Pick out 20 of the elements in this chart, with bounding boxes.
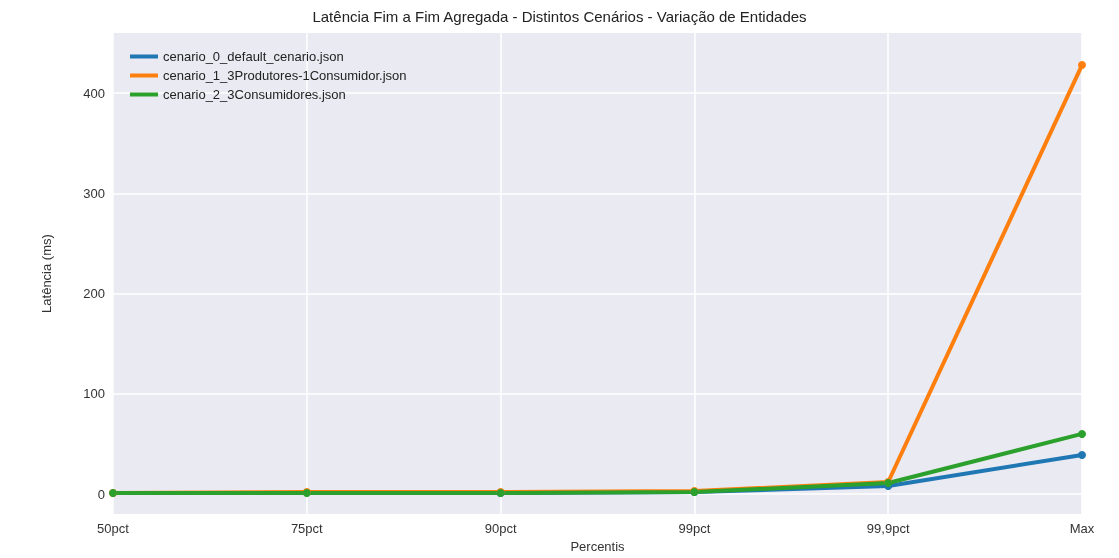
x-tick-label: 90pct: [484, 521, 517, 537]
point: [1078, 429, 1086, 438]
x-tick-label: 75pct: [290, 521, 324, 537]
x-tick-label: 99pct: [678, 521, 711, 537]
x-tick-label: Max: [1069, 521, 1095, 537]
x-tick-label: 50pct: [97, 521, 130, 537]
legend-label: cenario_1_3Produtores-1Consumidor.json: [163, 68, 407, 83]
x-axis-title: Percentis: [570, 539, 626, 554]
point: [1078, 450, 1086, 459]
chart-title: Latência Fim a Fim Agregada - Distintos Cenários - Variação de Entidades: [312, 8, 807, 25]
y-tick-label: 0: [97, 486, 105, 502]
x-tick-label: 99,9pct: [866, 521, 910, 537]
legend-label: cenario_0_default_cenario.json: [163, 49, 344, 64]
y-tick-label: 400: [83, 85, 105, 101]
y-tick-label: 100: [83, 386, 105, 402]
y-axis-title: Latência (ms): [39, 234, 54, 313]
legend-label: cenario_2_3Consumidores.json: [163, 87, 346, 102]
y-tick-label: 200: [83, 286, 105, 302]
y-tick-label: 300: [83, 185, 105, 201]
point: [1078, 61, 1086, 70]
